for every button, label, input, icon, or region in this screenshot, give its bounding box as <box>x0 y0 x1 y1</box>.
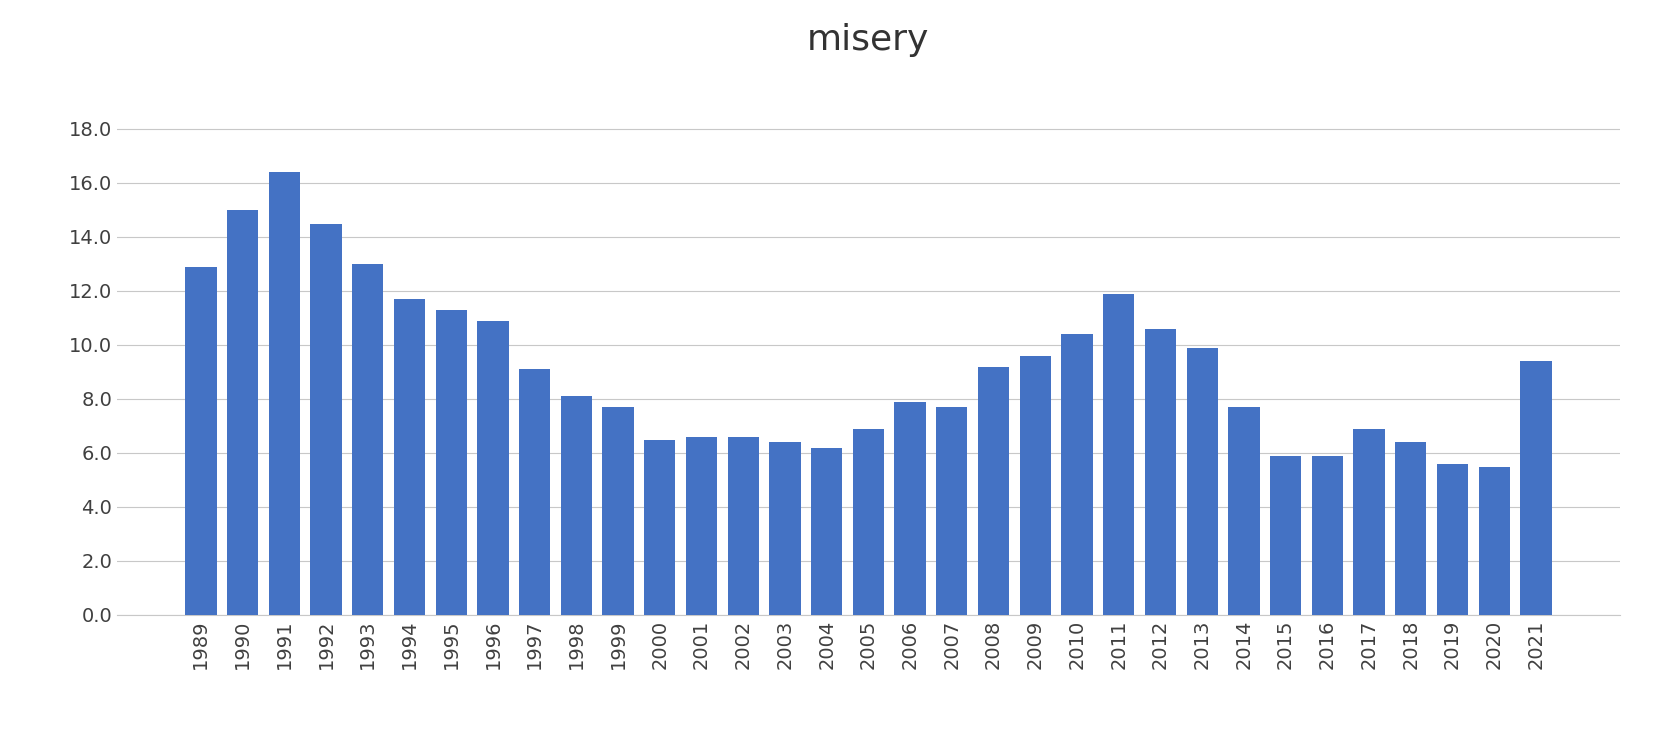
Bar <box>937 407 967 615</box>
Bar <box>770 442 800 615</box>
Bar <box>311 224 342 615</box>
Bar <box>185 267 217 615</box>
Bar <box>478 321 509 615</box>
Bar <box>1436 464 1468 615</box>
Bar <box>1520 362 1551 615</box>
Bar <box>1062 334 1092 615</box>
Bar <box>352 264 384 615</box>
Bar <box>853 429 883 615</box>
Bar <box>1269 456 1301 615</box>
Title: misery: misery <box>807 23 930 57</box>
Bar <box>1104 294 1134 615</box>
Bar <box>1311 456 1343 615</box>
Bar <box>394 299 426 615</box>
Bar <box>1146 328 1176 615</box>
Bar <box>227 210 259 615</box>
Bar <box>561 396 591 615</box>
Bar <box>1227 407 1259 615</box>
Bar <box>1478 466 1510 615</box>
Bar <box>603 407 633 615</box>
Bar <box>812 448 842 615</box>
Bar <box>728 436 758 615</box>
Bar <box>269 172 301 615</box>
Bar <box>436 310 468 615</box>
Bar <box>895 402 925 615</box>
Bar <box>1394 442 1426 615</box>
Bar <box>519 369 551 615</box>
Bar <box>686 436 716 615</box>
Bar <box>1353 429 1384 615</box>
Bar <box>979 367 1009 615</box>
Bar <box>1020 356 1050 615</box>
Bar <box>1186 348 1217 615</box>
Bar <box>645 440 675 615</box>
